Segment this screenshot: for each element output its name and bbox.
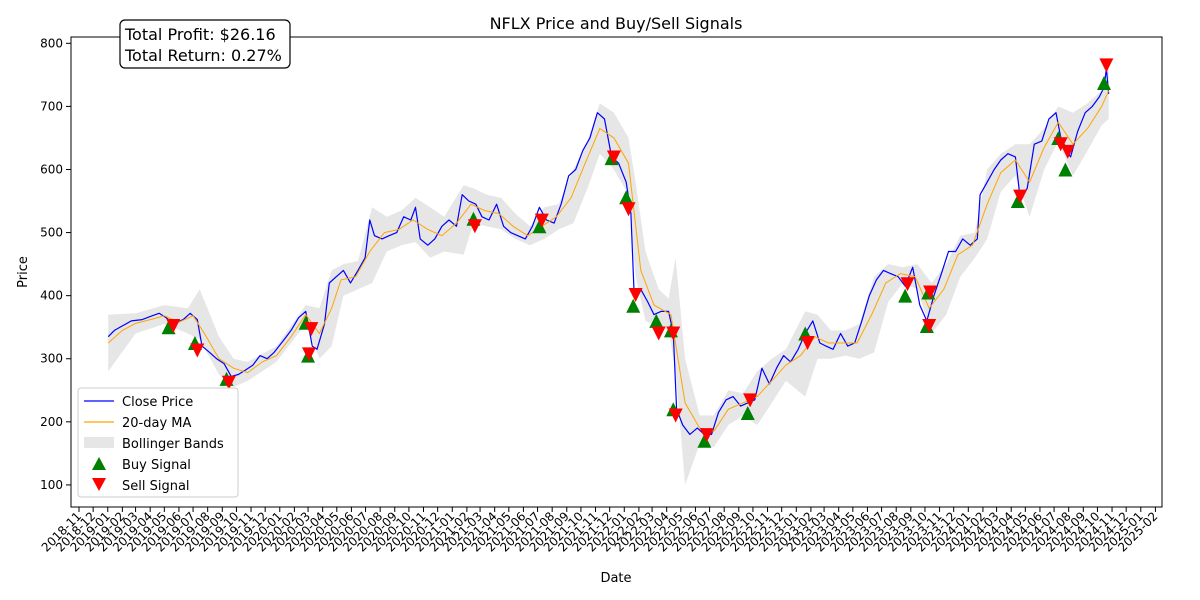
sell-signal-marker [900,277,915,292]
annotation-line-1: Total Profit: $26.16 [124,25,276,44]
y-tick-label: 800 [40,36,63,50]
lines-layer [107,67,1110,435]
sell-signal-marker [304,322,319,337]
sell-signal-marker [699,428,714,443]
x-axis-label: Date [600,571,631,586]
annotation-box [119,19,291,69]
legend-ma-label: 20-day MA [122,416,191,431]
y-axis-label: Price [16,256,31,288]
sell-signal-marker [221,375,236,390]
buy-signal-marker [532,219,547,234]
buy-signal-marker [1010,194,1025,209]
sell-signal-marker [606,150,621,165]
plot-frame [70,36,1163,508]
y-tick-label: 100 [40,478,63,492]
legend-box [77,387,239,498]
sell-signal-marker [922,318,937,333]
sell-signal-marker [1053,137,1068,152]
sell-signal-marker [166,318,181,333]
bollinger-bands-layer [108,62,1109,485]
legend-bands-swatch [84,437,114,448]
axes-layer: 1002003004005006007008002018-112018-1220… [39,36,1163,555]
buy-signal-marker [626,298,641,313]
signal-markers-layer [161,58,1114,448]
buy-signal-marker [697,433,712,448]
y-tick-label: 500 [40,226,63,240]
sell-signal-marker [743,393,758,408]
y-tick-label: 400 [40,289,63,303]
sell-signal-marker [1013,189,1028,204]
sell-signal-marker [1060,144,1075,159]
y-tick-label: 300 [40,352,63,366]
sell-signal-marker [534,213,549,228]
buy-signal-marker [649,313,664,328]
buy-signal-marker [161,320,176,335]
buy-signal-marker [898,288,913,303]
legend: Close Price 20-day MA Bollinger Bands Bu… [77,387,239,498]
buy-signal-marker [740,406,755,420]
y-tick-label: 200 [40,415,63,429]
buy-signal-marker [619,190,634,205]
y-tick-label: 700 [40,99,63,113]
annotation-line-2: Total Return: 0.27% [124,46,282,65]
bollinger-band [108,62,1109,485]
y-tick-label: 600 [40,162,63,176]
sell-signal-marker [923,285,938,300]
sell-signal-marker [1099,58,1114,73]
close-price-line [107,67,1110,435]
sell-signal-marker [800,335,815,350]
legend-buy-marker [92,457,106,470]
sell-signal-marker [666,326,681,341]
sell-signal-marker [621,202,636,217]
legend-buy-label: Buy Signal [122,458,191,473]
sell-signal-marker [668,408,683,423]
profit-annotation: Total Profit: $26.16 Total Return: 0.27% [119,19,291,69]
sell-signal-marker [651,326,666,341]
chart-title: NFLX Price and Buy/Sell Signals [490,14,743,33]
legend-sell-label: Sell Signal [122,479,190,494]
buy-signal-marker [1058,162,1073,177]
sell-signal-marker [301,347,316,362]
sell-signal-marker [628,288,643,303]
legend-bands-label: Bollinger Bands [122,437,224,452]
sell-signal-marker [190,343,205,358]
legend-close-label: Close Price [122,395,193,410]
buy-signal-marker [1097,76,1112,91]
sell-signal-marker [467,219,482,234]
legend-sell-marker [92,478,106,491]
ma-20-line [107,90,1110,432]
